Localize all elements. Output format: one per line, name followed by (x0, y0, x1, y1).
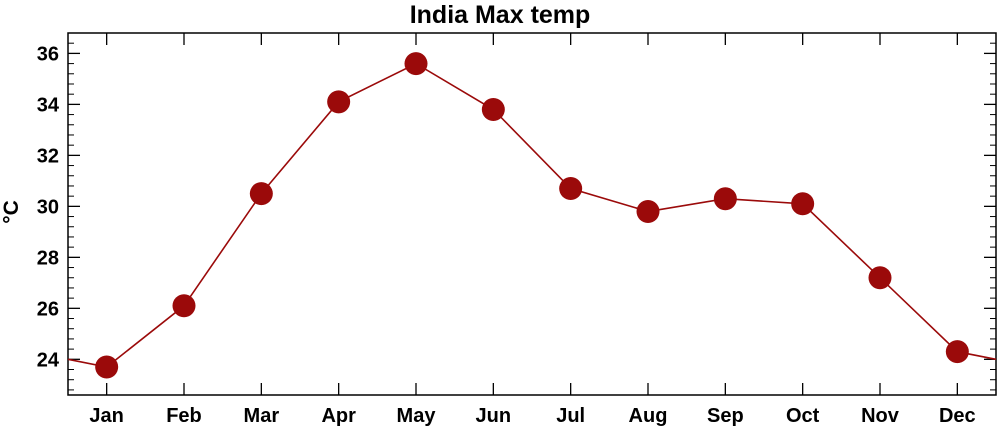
x-tick-label: Mar (244, 405, 280, 427)
x-tick-labels: Jan Feb Mar Apr May Jun Jul Aug Sep Oct Nov Dec (89, 405, 975, 427)
series-line (67, 62, 997, 368)
data-point-mar (249, 182, 273, 206)
x-tick-label: Feb (166, 405, 202, 427)
y-axis-label: °C (0, 200, 23, 224)
data-point-jan (95, 355, 119, 379)
data-point-nov (868, 266, 892, 290)
y-tick-label: 36 (37, 43, 59, 65)
axis-ticks (68, 32, 996, 395)
data-point-feb (172, 294, 196, 318)
series (67, 52, 997, 379)
y-tick-labels: 24 26 28 30 32 34 36 (37, 43, 60, 371)
y-tick-label: 26 (37, 298, 59, 320)
chart-title: India Max temp (409, 1, 591, 29)
x-tick-label: Dec (939, 405, 976, 427)
x-tick-label: May (397, 405, 437, 427)
axes (67, 32, 997, 396)
y-tick-label: 28 (37, 247, 59, 269)
data-point-may (404, 52, 428, 76)
y-tick-label: 24 (37, 349, 60, 371)
x-tick-label: Jan (89, 405, 123, 427)
data-point-dec (945, 340, 969, 364)
y-tick-label: 30 (37, 196, 59, 218)
data-point-aug (636, 199, 660, 223)
data-point-sep (713, 187, 737, 211)
x-tick-label: Nov (861, 405, 900, 427)
x-tick-label: Jul (556, 405, 585, 427)
data-point-jun (481, 97, 505, 121)
y-tick-label: 32 (37, 145, 59, 167)
x-tick-label: Oct (786, 405, 820, 427)
data-point-jul (559, 177, 583, 201)
y-tick-label: 34 (37, 94, 60, 116)
x-tick-label: Jun (476, 405, 512, 427)
x-tick-label: Apr (321, 405, 356, 427)
x-tick-label: Sep (707, 405, 744, 427)
plot-frame (67, 32, 997, 396)
data-point-apr (327, 90, 351, 114)
data-point-oct (791, 192, 815, 216)
x-tick-label: Aug (629, 405, 668, 427)
